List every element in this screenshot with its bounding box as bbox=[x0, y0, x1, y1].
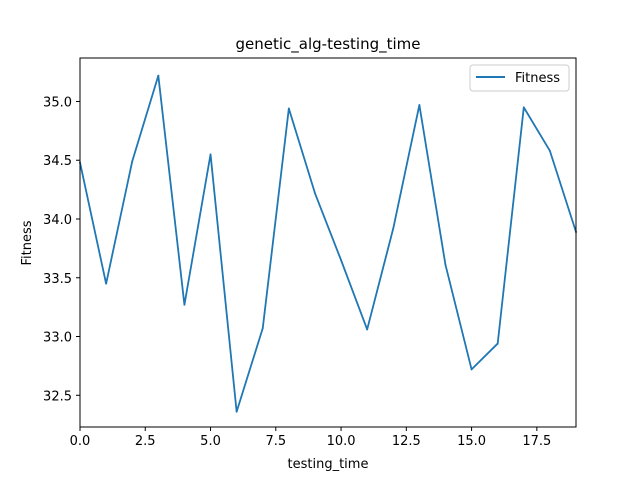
data-point bbox=[131, 160, 134, 163]
data-point bbox=[105, 282, 108, 285]
x-tick-label: 2.5 bbox=[135, 434, 156, 449]
legend: Fitness bbox=[469, 64, 570, 92]
x-tick-label: 12.5 bbox=[392, 434, 421, 449]
y-tick-label: 33.0 bbox=[43, 331, 72, 346]
y-tick-label: 35.0 bbox=[43, 95, 72, 110]
x-axis-ticks: 0.0 2.5 5.0 7.5 10.0 12.5 15.0 17.5 bbox=[70, 427, 551, 449]
x-axis-title: testing_time bbox=[288, 457, 369, 472]
data-point bbox=[157, 74, 160, 77]
x-tick-label: 15.0 bbox=[457, 434, 486, 449]
data-point bbox=[261, 327, 264, 330]
data-point bbox=[235, 410, 238, 413]
plot-frame bbox=[79, 57, 577, 428]
y-tick-label: 33.5 bbox=[43, 272, 72, 287]
y-tick-label: 34.5 bbox=[43, 154, 72, 169]
y-tick-label: 32.5 bbox=[43, 389, 72, 404]
x-tick-label: 10.0 bbox=[327, 434, 356, 449]
y-tick-label: 34.0 bbox=[43, 213, 72, 228]
data-point bbox=[183, 303, 186, 306]
data-point bbox=[470, 368, 473, 371]
data-point bbox=[392, 227, 395, 230]
legend-box bbox=[469, 64, 570, 92]
data-point bbox=[522, 106, 525, 109]
data-point bbox=[444, 263, 447, 266]
x-tick-label: 17.5 bbox=[522, 434, 551, 449]
data-point bbox=[209, 153, 212, 156]
data-point bbox=[496, 342, 499, 345]
chart-title: genetic_alg-testing_time bbox=[236, 35, 421, 54]
data-point bbox=[366, 328, 369, 331]
x-tick-label: 0.0 bbox=[70, 434, 91, 449]
x-tick-label: 7.5 bbox=[265, 434, 286, 449]
legend-label: Fitness bbox=[515, 71, 560, 86]
data-point bbox=[314, 192, 316, 195]
data-point bbox=[340, 259, 342, 262]
x-tick-label: 5.0 bbox=[200, 434, 221, 449]
y-axis-title: Fitness bbox=[20, 220, 35, 265]
data-point bbox=[548, 149, 551, 152]
series-line-0 bbox=[78, 74, 578, 413]
y-axis-ticks: 32.5 33.0 33.5 34.0 34.5 35.0 bbox=[43, 95, 80, 404]
plot-area bbox=[80, 58, 576, 427]
data-point bbox=[287, 107, 290, 110]
data-point bbox=[418, 104, 421, 106]
